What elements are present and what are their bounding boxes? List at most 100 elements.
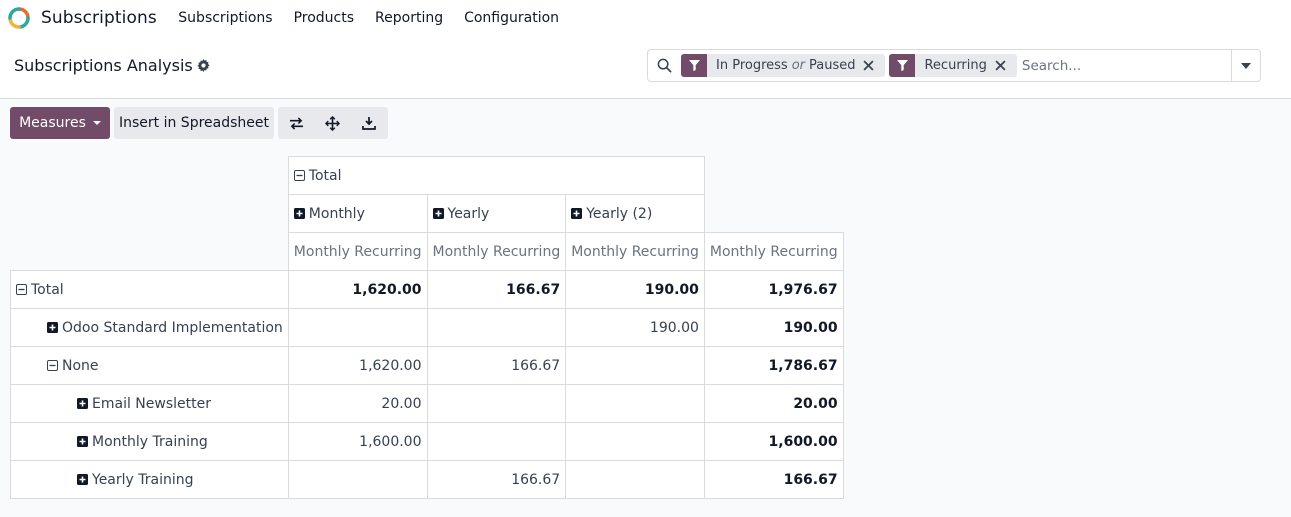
- collapse-icon: [47, 359, 58, 371]
- app-name: Subscriptions: [41, 8, 157, 28]
- pivot-header-row: Total: [11, 156, 844, 195]
- top-navbar: Subscriptions Subscriptions Products Rep…: [0, 0, 1291, 36]
- pivot-cell: [287, 460, 428, 499]
- main-menu: Subscriptions Products Reporting Configu…: [168, 0, 570, 36]
- facet-value: Paused: [809, 58, 856, 73]
- pivot-cell: [565, 460, 705, 499]
- row-total-cell[interactable]: 1,976.67: [703, 270, 844, 309]
- pivot-cell[interactable]: 166.67: [426, 270, 567, 309]
- pivot-table: Total Monthly Yearly Yearly (2) Monthly …: [10, 156, 844, 499]
- row-total-cell[interactable]: 1,786.67: [703, 346, 844, 385]
- row-header[interactable]: Monthly Training: [10, 422, 289, 461]
- row-header[interactable]: Yearly Training: [10, 460, 289, 499]
- menu-item-configuration[interactable]: Configuration: [464, 10, 560, 26]
- download-button[interactable]: [351, 107, 388, 139]
- table-row: Email Newsletter 20.00 20.00: [10, 384, 844, 423]
- measures-button[interactable]: Measures: [10, 107, 110, 139]
- expand-all-icon: [325, 115, 341, 131]
- col-header-yearly[interactable]: Yearly: [426, 194, 567, 233]
- pivot-cell: [426, 384, 567, 423]
- table-row: None 1,620.00 166.67 1,786.67: [10, 346, 844, 385]
- pivot-actions-group: [278, 107, 388, 139]
- remove-facet-close-icon[interactable]: [863, 60, 885, 71]
- search-options-toggle[interactable]: [1231, 50, 1260, 81]
- pivot-cell[interactable]: 190.00: [565, 308, 705, 347]
- measures-label: Measures: [19, 115, 86, 131]
- row-header[interactable]: Odoo Standard Implementation: [10, 308, 289, 347]
- row-total-cell[interactable]: 20.00: [703, 384, 844, 423]
- flip-axis-icon: [289, 116, 303, 130]
- row-total-cell[interactable]: 166.67: [703, 460, 844, 499]
- filter-facet-status: In Progress or Paused: [681, 54, 886, 77]
- pivot-cell[interactable]: 190.00: [565, 270, 705, 309]
- row-header[interactable]: Total: [10, 270, 289, 309]
- facet-value: In Progress: [716, 58, 788, 73]
- expand-icon: [293, 207, 305, 219]
- breadcrumb: Subscriptions Analysis: [14, 56, 210, 75]
- measure-header[interactable]: Monthly Recurring: [565, 232, 705, 271]
- page-title: Subscriptions Analysis: [14, 56, 193, 75]
- row-header-label: None: [62, 357, 99, 374]
- menu-item-reporting[interactable]: Reporting: [375, 10, 444, 26]
- search-input[interactable]: [1020, 54, 1231, 77]
- row-header-label: Odoo Standard Implementation: [62, 319, 283, 336]
- app-brand[interactable]: Subscriptions: [8, 0, 157, 36]
- row-total-cell[interactable]: 190.00: [703, 308, 844, 347]
- pivot-cell: [287, 308, 428, 347]
- gear-icon[interactable]: [197, 59, 210, 72]
- measure-header[interactable]: Monthly Recurring: [426, 232, 567, 271]
- filter-icon: [681, 54, 707, 77]
- pivot-cell: [565, 422, 705, 461]
- pivot-cell: [565, 346, 705, 385]
- measure-header[interactable]: Monthly Recurring: [703, 232, 844, 271]
- expand-icon: [47, 321, 58, 333]
- table-row: Total 1,620.00 166.67 190.00 1,976.67: [10, 270, 844, 309]
- pivot-cell[interactable]: 20.00: [287, 384, 428, 423]
- search-bar: In Progress or Paused Recurring: [647, 49, 1261, 82]
- caret-down-icon: [92, 121, 101, 125]
- pivot-cell[interactable]: 1,620.00: [287, 270, 428, 309]
- row-header-label: Monthly Training: [92, 433, 208, 450]
- expand-icon: [77, 397, 88, 409]
- pivot-cell[interactable]: 1,600.00: [287, 422, 428, 461]
- menu-item-products[interactable]: Products: [293, 10, 355, 26]
- search-icon: [657, 58, 672, 73]
- pivot-cell[interactable]: 1,620.00: [287, 346, 428, 385]
- remove-facet-close-icon[interactable]: [995, 60, 1017, 71]
- facet-separator: or: [791, 58, 805, 73]
- flip-axis-button[interactable]: [278, 107, 315, 139]
- col-header-yearly-2[interactable]: Yearly (2): [565, 194, 705, 233]
- pivot-cell: [426, 308, 567, 347]
- caret-down-icon: [1241, 62, 1251, 69]
- pivot-cell[interactable]: 166.67: [426, 346, 567, 385]
- menu-item-subscriptions[interactable]: Subscriptions: [178, 10, 273, 26]
- subscriptions-logo-icon: [8, 7, 30, 29]
- col-header-label: Yearly: [447, 205, 490, 222]
- row-total-cell[interactable]: 1,600.00: [703, 422, 844, 461]
- measure-header[interactable]: Monthly Recurring: [287, 232, 428, 271]
- pivot-cell[interactable]: 166.67: [426, 460, 567, 499]
- filter-icon: [889, 54, 916, 77]
- collapse-icon: [293, 169, 305, 181]
- col-header-label: Yearly (2): [586, 205, 653, 222]
- row-header-label: Total: [31, 281, 64, 298]
- expand-all-button[interactable]: [315, 107, 352, 139]
- control-panel: Subscriptions Analysis In Progress or Paus…: [0, 36, 1291, 99]
- col-header-label: Total: [308, 167, 342, 184]
- row-header[interactable]: None: [10, 346, 289, 385]
- expand-icon: [77, 435, 88, 447]
- insert-in-spreadsheet-button[interactable]: Insert in Spreadsheet: [114, 107, 274, 139]
- spreadsheet-label: Insert in Spreadsheet: [118, 115, 269, 131]
- row-header-label: Yearly Training: [92, 471, 194, 488]
- row-header-label: Email Newsletter: [92, 395, 211, 412]
- facet-value: Recurring: [924, 58, 987, 73]
- pivot-cell: [426, 422, 567, 461]
- pivot-body: Total 1,620.00 166.67 190.00 1,976.67 Odoo St…: [10, 270, 844, 499]
- col-header-label: Monthly: [308, 205, 365, 222]
- expand-icon: [77, 473, 88, 485]
- col-header-total[interactable]: Total: [287, 156, 705, 195]
- expand-icon: [571, 207, 583, 219]
- col-header-monthly[interactable]: Monthly: [287, 194, 428, 233]
- row-header[interactable]: Email Newsletter: [10, 384, 289, 423]
- pivot-header-row: Monthly Yearly Yearly (2): [11, 194, 844, 233]
